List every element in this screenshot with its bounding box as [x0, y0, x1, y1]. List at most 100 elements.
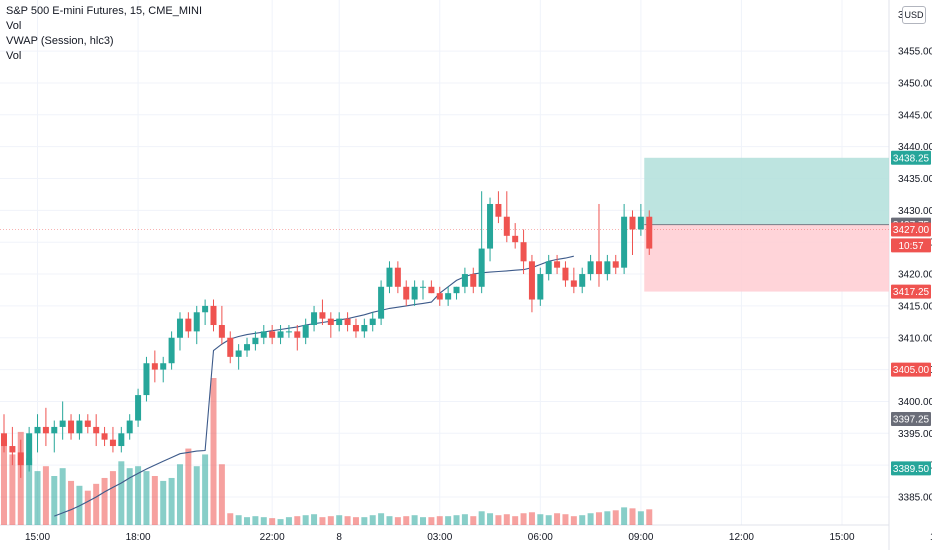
candle[interactable]	[285, 325, 292, 338]
candle[interactable]	[51, 420, 58, 453]
candle-body	[587, 261, 594, 275]
candle[interactable]	[176, 312, 183, 351]
candle[interactable]	[361, 318, 368, 338]
candle[interactable]	[528, 254, 535, 313]
candle[interactable]	[68, 414, 75, 440]
candle[interactable]	[478, 191, 485, 294]
candle[interactable]	[135, 388, 142, 427]
chart-legend: S&P 500 E-mini Futures, 15, CME_MINI Vol…	[6, 4, 202, 64]
candle[interactable]	[327, 312, 334, 338]
candle[interactable]	[637, 203, 644, 236]
candle[interactable]	[84, 414, 91, 434]
candle[interactable]	[595, 203, 602, 287]
candle[interactable]	[520, 229, 527, 275]
candle[interactable]	[319, 299, 326, 326]
candle[interactable]	[9, 426, 16, 466]
candle[interactable]	[612, 254, 619, 275]
candle[interactable]	[579, 267, 586, 294]
candle[interactable]	[235, 344, 242, 370]
candle[interactable]	[461, 267, 468, 294]
candle[interactable]	[629, 210, 636, 255]
candle[interactable]	[302, 318, 309, 345]
candle[interactable]	[227, 331, 234, 364]
candle[interactable]	[269, 325, 276, 345]
candle[interactable]	[294, 325, 301, 351]
symbol-title[interactable]: S&P 500 E-mini Futures, 15, CME_MINI	[6, 5, 203, 17]
candle[interactable]	[420, 280, 426, 300]
candle[interactable]	[503, 191, 510, 243]
candle[interactable]	[193, 305, 200, 345]
candle[interactable]	[34, 414, 41, 453]
candle[interactable]	[168, 331, 175, 370]
candle[interactable]	[604, 254, 611, 281]
candle[interactable]	[185, 312, 192, 338]
candle[interactable]	[277, 325, 284, 345]
candle[interactable]	[587, 254, 594, 281]
candle[interactable]	[470, 267, 477, 294]
candle[interactable]	[218, 305, 225, 345]
volume-bar	[277, 519, 284, 525]
candle[interactable]	[260, 325, 267, 345]
candle[interactable]	[344, 312, 351, 332]
volume-bar	[327, 516, 334, 525]
candle[interactable]	[428, 280, 435, 294]
volume-bar	[461, 514, 468, 525]
candle[interactable]	[621, 203, 628, 275]
volume-bar	[361, 517, 368, 525]
candle[interactable]	[445, 286, 452, 306]
candle[interactable]	[244, 337, 251, 357]
candle[interactable]	[210, 299, 217, 332]
candle[interactable]	[118, 426, 125, 453]
candle[interactable]	[311, 305, 318, 332]
candle-body	[453, 286, 460, 294]
candle[interactable]	[386, 261, 393, 294]
candle[interactable]	[512, 223, 519, 249]
candle[interactable]	[369, 312, 376, 332]
candle[interactable]	[126, 414, 133, 440]
y-tick-label: 3415.00	[898, 301, 932, 312]
candle[interactable]	[42, 407, 49, 447]
indicator-vol-2[interactable]: Vol	[6, 50, 22, 62]
indicator-vol-1[interactable]: Vol	[6, 20, 22, 32]
candle[interactable]	[487, 197, 494, 262]
candle[interactable]	[537, 267, 544, 306]
candle[interactable]	[93, 414, 100, 447]
candle[interactable]	[545, 254, 552, 281]
candle-body	[51, 426, 58, 434]
candle[interactable]	[143, 356, 150, 402]
y-tick-label: 3385.00	[898, 493, 932, 504]
candle[interactable]	[101, 426, 108, 447]
candle[interactable]	[151, 350, 158, 383]
candle[interactable]	[562, 261, 569, 287]
y-tick-label: 3455.00	[898, 47, 932, 58]
candle[interactable]	[336, 312, 343, 332]
price-badge: 10:57	[891, 238, 931, 253]
candle[interactable]	[109, 426, 116, 453]
candle[interactable]	[554, 254, 561, 275]
candle[interactable]	[1, 414, 7, 453]
candle[interactable]	[202, 299, 209, 326]
candle[interactable]	[495, 191, 502, 224]
candle[interactable]	[17, 439, 24, 478]
vwap-line[interactable]	[54, 255, 574, 517]
candle[interactable]	[160, 356, 167, 383]
candle[interactable]	[26, 426, 33, 472]
candle[interactable]	[411, 280, 418, 306]
candle[interactable]	[252, 331, 259, 351]
candle[interactable]	[646, 210, 653, 255]
candle[interactable]	[352, 318, 359, 338]
candle[interactable]	[378, 280, 385, 326]
candle[interactable]	[403, 280, 410, 306]
candle[interactable]	[76, 414, 83, 440]
candle[interactable]	[394, 261, 401, 294]
candle[interactable]	[570, 267, 577, 294]
currency-button[interactable]: USD	[902, 6, 926, 24]
candle-body	[126, 420, 133, 434]
indicator-vwap[interactable]: VWAP (Session, hlc3)	[6, 35, 114, 47]
candle[interactable]	[59, 401, 66, 440]
candle[interactable]	[436, 286, 443, 306]
volume-bar	[84, 490, 91, 525]
candle[interactable]	[453, 286, 460, 300]
volume-bar	[252, 516, 259, 525]
